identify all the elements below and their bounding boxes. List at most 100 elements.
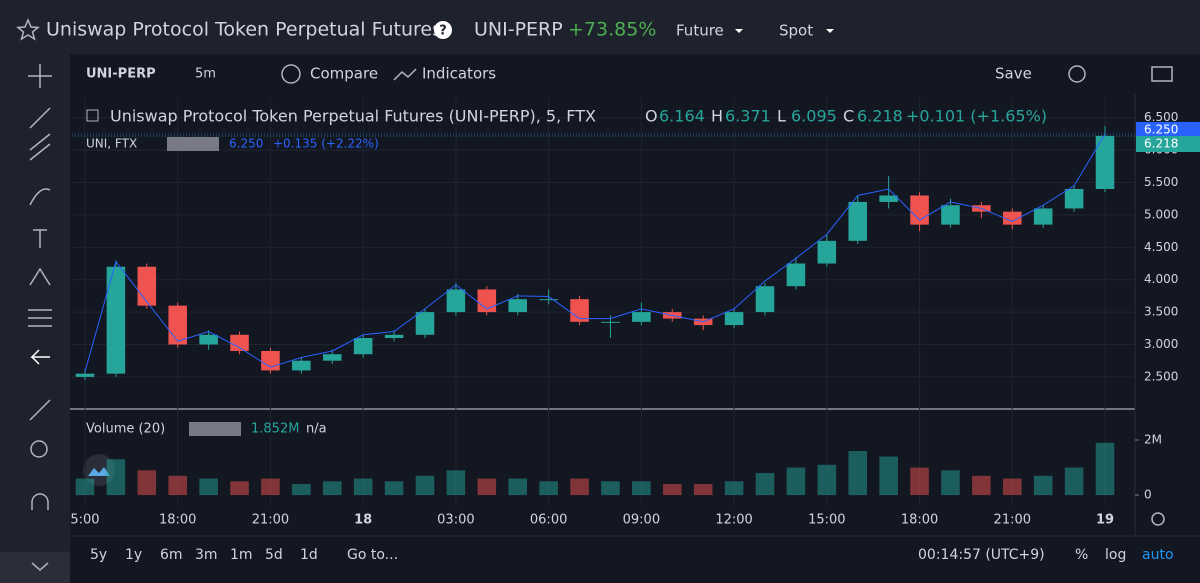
ohlc-value: 6.371 [725,107,771,126]
y-tick-label: 2.500 [1144,369,1178,383]
volume-bar [137,470,157,496]
range-button[interactable]: 3m [195,547,218,563]
scale-option[interactable]: auto [1142,547,1174,563]
candle-body [941,205,960,225]
volume-name: Volume (20) [86,422,165,437]
camera-icon[interactable] [1151,66,1173,82]
range-button[interactable]: 5d [265,547,283,563]
settings-icon[interactable] [1068,65,1086,83]
volume-bar [941,470,960,496]
candle-body [75,373,95,377]
candle-body [1033,208,1053,225]
collapse-button[interactable] [0,552,70,583]
volume-bar [539,481,558,496]
candle-body [1064,189,1084,209]
caret [826,29,834,33]
overlay-change: +0.135 (+2.22%) [273,137,379,151]
overlay-line [84,133,1106,372]
series-title: Uniswap Protocol Token Perpetual Futures… [110,107,596,126]
candle-body [724,312,744,326]
legend-buttons[interactable] [189,422,241,436]
goto[interactable]: Go to... [347,547,398,563]
volume-bar [230,481,249,496]
ohlc-value: 6.218 [857,107,903,126]
x-tick-label: 09:00 [623,513,660,528]
volume-bar [1003,478,1022,496]
volume-bar [199,478,218,496]
toolbar [0,54,1200,94]
range-button[interactable]: 5y [90,547,107,563]
compare-icon [281,64,301,84]
compare[interactable]: Compare [310,65,378,83]
y-tick-label: 5.000 [1144,207,1178,221]
volume-bar [817,464,837,496]
y-tick-label: 4.500 [1144,240,1178,254]
candle-body [632,312,651,322]
candle-body [539,299,558,301]
save[interactable]: Save [995,65,1032,83]
overlay-name: UNI, FTX [86,137,137,151]
star-icon[interactable] [16,18,40,41]
volume-bar [632,481,651,496]
candle-body [879,195,898,202]
volume-bar [1064,467,1084,496]
volume-bar [570,478,589,496]
price-tag [1136,121,1200,138]
x-tick-label: 18 [354,513,372,528]
drawing-tools[interactable] [28,64,52,510]
toolbar-symbol[interactable]: UNI-PERP [86,67,156,82]
x-tick-label: 18:00 [159,513,196,528]
legend-buttons[interactable] [167,137,219,151]
ohlc-value: 6.095 [791,107,837,126]
candle-body [1095,135,1115,190]
volume-bar [755,473,775,496]
logo-shape [88,467,110,476]
menu-spot[interactable]: Spot [779,22,813,40]
ohlc-key: H [711,107,723,126]
price-tag-label: 6.250 [1144,122,1178,136]
volume-bar [168,475,187,496]
volume-bar [663,484,682,496]
candle-body [199,334,218,345]
price-tag [1136,136,1200,153]
range-button[interactable]: 1m [230,547,253,563]
toolbar-interval[interactable]: 5m [195,67,216,82]
menu-future[interactable]: Future [676,22,724,40]
candle-body [168,305,187,345]
volume-bar [415,475,435,496]
volume-bar [848,451,868,496]
y-tick-label: 0 [1144,488,1152,502]
price-tag-label: 6.218 [1144,137,1178,151]
candle-body [446,289,466,313]
volume-bar [693,484,713,496]
candle-body [817,240,837,264]
page-title: Uniswap Protocol Token Perpetual Futures [46,19,442,41]
scale-option[interactable]: log [1105,547,1126,563]
axis-settings[interactable] [1151,512,1165,526]
candle-body [322,354,342,361]
candle-body [508,299,527,313]
volume-last: 1.852M [251,422,299,437]
help-icon[interactable] [434,21,452,39]
candle-body [848,201,868,241]
y-tick-label: 3.000 [1144,337,1178,351]
range-button[interactable]: 6m [160,547,183,563]
x-tick-label: 21:00 [994,513,1031,528]
range-button[interactable]: 1y [125,547,142,563]
volume-bar [322,481,342,496]
scale-option[interactable]: % [1075,547,1088,563]
candle-body [601,321,620,323]
volume-bar [508,478,527,496]
candle-body [384,334,404,339]
chevron [31,562,49,571]
caret [735,29,743,33]
range-button[interactable]: 1d [300,547,318,563]
volume-bar [106,459,126,496]
x-tick-label: 12:00 [715,513,752,528]
candle-body [786,263,806,287]
indicators[interactable]: Indicators [422,65,496,83]
y-tick-label: 4.000 [1144,272,1178,286]
volume-bar [261,478,280,496]
candle-body [415,312,435,335]
